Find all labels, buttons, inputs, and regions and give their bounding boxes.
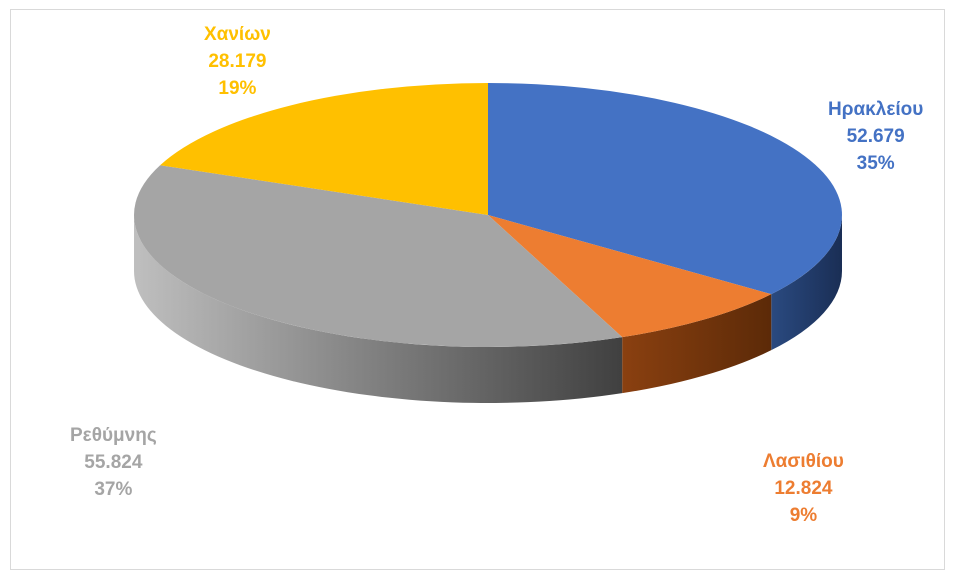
data-label-name: Ηρακλείου: [828, 99, 924, 120]
data-label-percent: 35%: [856, 153, 895, 174]
pie-side-1: [771, 215, 842, 351]
pie-slice-3: [133, 165, 623, 348]
pie-slice-1: [488, 83, 842, 295]
pie-slice-4: [160, 83, 488, 215]
data-label-3: Ρεθύμνης 55.824 37%: [70, 422, 157, 503]
data-label-4: Χανίων 28.179 19%: [204, 21, 271, 102]
pie-side-2: [622, 294, 772, 394]
data-label-value: 55.824: [84, 452, 143, 473]
pie-side-3: [134, 215, 623, 403]
data-label-value: 12.824: [774, 478, 833, 499]
data-label-1: Ηρακλείου 52.679 35%: [828, 96, 923, 177]
data-label-percent: 19%: [218, 78, 257, 99]
pie-slice-2: [488, 215, 772, 338]
data-label-value: 52.679: [846, 126, 905, 147]
data-label-percent: 9%: [789, 505, 818, 526]
data-label-name: Ρεθύμνης: [70, 425, 157, 446]
data-label-value: 28.179: [208, 51, 267, 72]
data-label-name: Λασιθίου: [763, 451, 844, 472]
data-label-name: Χανίων: [204, 24, 271, 45]
data-label-percent: 37%: [94, 479, 133, 500]
data-label-2: Λασιθίου 12.824 9%: [763, 448, 844, 529]
